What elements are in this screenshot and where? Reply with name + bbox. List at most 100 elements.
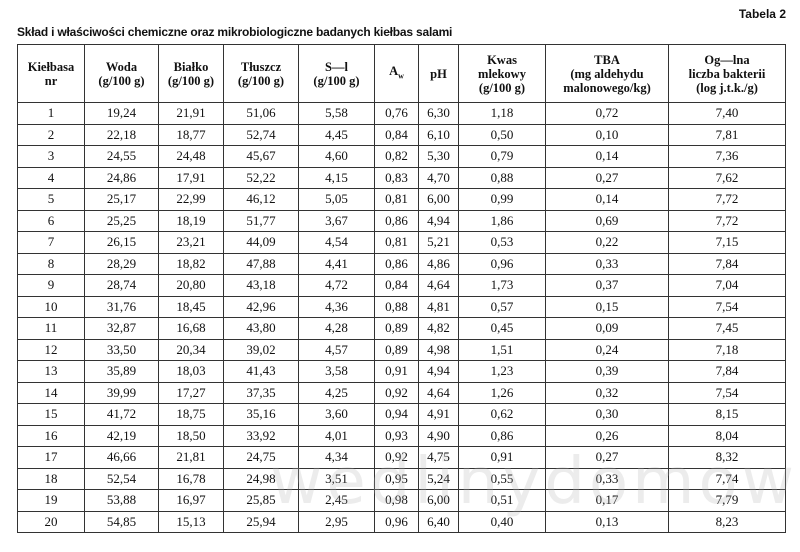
- table-cell: 25,25: [84, 209, 159, 232]
- header-text: pH: [430, 66, 447, 81]
- table-row: 3 24,55 24,48 45,67 4,60 0,82 5,30 0,79 0,14 7,36: [17, 145, 786, 168]
- table-row: 14 39,99 17,27 37,35 4,25 0,92 4,64 1,26 0,32 7,5…: [17, 381, 786, 404]
- table-cell: 4,64: [418, 381, 459, 404]
- header-cell: Og—lna liczba bakterii (log j.t.k./g): [668, 44, 786, 103]
- table-cell: 24,55: [84, 145, 159, 168]
- table-cell: 0,84: [374, 274, 419, 297]
- table-cell: 7,72: [668, 188, 786, 211]
- table-cell: 53,88: [84, 489, 159, 512]
- table-cell: 4,81: [418, 295, 459, 318]
- header-text: (g/100 g): [167, 73, 215, 88]
- table-cell: 25,94: [223, 510, 299, 533]
- table-cell: 52,74: [223, 123, 299, 146]
- table-cell: 26,15: [84, 231, 159, 254]
- table-cell: 33,50: [84, 338, 159, 361]
- table-cell: 3,51: [298, 467, 375, 490]
- table-body: 1 19,24 21,91 51,06 5,58 0,76 6,30 1,18 0,72 7,40…: [17, 102, 786, 533]
- table-cell: 0,89: [374, 338, 419, 361]
- table-cell: 46,66: [84, 446, 159, 469]
- table-cell: 0,89: [374, 317, 419, 340]
- table-cell: 22,18: [84, 123, 159, 146]
- table-cell: 4,82: [418, 317, 459, 340]
- table-label: Tabela 2: [738, 7, 786, 21]
- table-cell: 0,45: [458, 317, 546, 340]
- table-row: 19 53,88 16,97 25,85 2,45 0,98 6,00 0,51 0,17 7,7…: [17, 489, 786, 512]
- table-cell: 2: [17, 123, 85, 146]
- table-cell: 16,97: [158, 489, 224, 512]
- header-text: (log j.t.k./g): [696, 80, 758, 95]
- table-cell: 1,23: [458, 360, 546, 383]
- header-cell: Kwas mlekowy (g/100 g): [458, 44, 546, 103]
- table-cell: 18,77: [158, 123, 224, 146]
- table-cell: 0,95: [374, 467, 419, 490]
- table-cell: 20: [17, 510, 85, 533]
- table-cell: 10: [17, 295, 85, 318]
- table-title: Skład i właściwości chemiczne oraz mikro…: [17, 25, 453, 39]
- table-cell: 28,74: [84, 274, 159, 297]
- table-cell: 7,40: [668, 102, 786, 125]
- header-cell: Aw: [374, 44, 419, 103]
- header-text: (g/100 g): [478, 80, 526, 95]
- table-cell: 18: [17, 467, 85, 490]
- table-cell: 7,81: [668, 123, 786, 146]
- table-row: 6 25,25 18,19 51,77 3,67 0,86 4,94 1,86 0,69 7,72: [17, 209, 786, 232]
- table-cell: 7,04: [668, 274, 786, 297]
- table-cell: 18,82: [158, 252, 224, 275]
- table-cell: 0,82: [374, 145, 419, 168]
- header-text: malonowego/kg): [563, 80, 651, 95]
- table-cell: 43,18: [223, 274, 299, 297]
- table-cell: 0,50: [458, 123, 546, 146]
- header-text: TBA: [594, 52, 620, 67]
- table-cell: 0,69: [545, 209, 669, 232]
- header-text: Og—lna: [704, 52, 750, 67]
- table-cell: 3,58: [298, 360, 375, 383]
- table-cell: 0,10: [545, 123, 669, 146]
- table-cell: 0,33: [545, 467, 669, 490]
- header-text: mlekowy: [478, 66, 526, 81]
- header-cell: S—l (g/100 g): [298, 44, 375, 103]
- table-cell: 4,34: [298, 446, 375, 469]
- table-cell: 1,51: [458, 338, 546, 361]
- table-cell: 0,32: [545, 381, 669, 404]
- header-text: (mg aldehydu: [570, 66, 644, 81]
- table-cell: 4,64: [418, 274, 459, 297]
- table-cell: 42,96: [223, 295, 299, 318]
- table-cell: 0,92: [374, 381, 419, 404]
- table-cell: 32,87: [84, 317, 159, 340]
- header-cell: Białko (g/100 g): [158, 44, 224, 103]
- table-cell: 1,73: [458, 274, 546, 297]
- table-cell: 0,84: [374, 123, 419, 146]
- table-cell: 41,43: [223, 360, 299, 383]
- table-cell: 0,13: [545, 510, 669, 533]
- table-cell: 6,00: [418, 188, 459, 211]
- table-cell: 7,45: [668, 317, 786, 340]
- table-cell: 25,17: [84, 188, 159, 211]
- data-table: Kiełbasa nr Woda (g/100 g) Białko (g/100 g) Tł…: [17, 44, 786, 533]
- table-cell: 0,14: [545, 188, 669, 211]
- header-text: (g/100 g): [313, 73, 360, 88]
- table-cell: 0,98: [374, 489, 419, 512]
- table-cell: 6,00: [418, 489, 459, 512]
- table-cell: 12: [17, 338, 85, 361]
- table-cell: 0,92: [374, 446, 419, 469]
- table-cell: 15: [17, 403, 85, 426]
- table-cell: 0,57: [458, 295, 546, 318]
- table-row: 4 24,86 17,91 52,22 4,15 0,83 4,70 0,88 0,27 7,62: [17, 166, 786, 189]
- table-cell: 4,75: [418, 446, 459, 469]
- table-row: 2 22,18 18,77 52,74 4,45 0,84 6,10 0,50 0,10 7,81: [17, 123, 786, 146]
- table-cell: 4,91: [418, 403, 459, 426]
- table-cell: 0,17: [545, 489, 669, 512]
- table-cell: 5,58: [298, 102, 375, 125]
- table-cell: 52,54: [84, 467, 159, 490]
- table-cell: 4,45: [298, 123, 375, 146]
- table-cell: 21,91: [158, 102, 224, 125]
- table-cell: 35,89: [84, 360, 159, 383]
- table-cell: 7,84: [668, 252, 786, 275]
- table-cell: 37,35: [223, 381, 299, 404]
- table-cell: 0,26: [545, 424, 669, 447]
- table-cell: 6,10: [418, 123, 459, 146]
- table-cell: 7,62: [668, 166, 786, 189]
- table-cell: 7,15: [668, 231, 786, 254]
- header-cell: TBA (mg aldehydu malonowego/kg): [545, 44, 669, 103]
